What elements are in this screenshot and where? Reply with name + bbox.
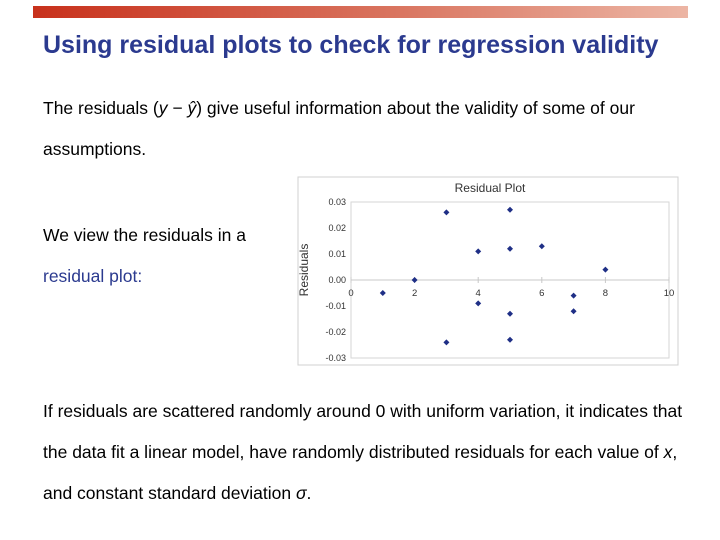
intro-paragraph: The residuals (y − ŷ) give useful inform… [43, 88, 683, 170]
intro-text-b: ) give useful information about the vali… [43, 98, 635, 159]
accent-bar [33, 6, 688, 18]
y-symbol: y [158, 98, 168, 118]
y-tick-label: -0.02 [325, 327, 346, 337]
conclusion-text-c: . [306, 483, 312, 503]
data-point [570, 308, 577, 315]
data-point [379, 290, 386, 296]
intro-text-a: The residuals ( [43, 98, 159, 118]
data-point [443, 339, 450, 346]
y-tick-label: 0.02 [328, 223, 346, 233]
y-hat-symbol: ŷ [187, 98, 197, 118]
residual-plot-intro-text: We view the residuals in a [43, 225, 246, 245]
chart-frame [297, 176, 679, 366]
y-tick-label: -0.01 [325, 301, 346, 311]
conclusion-paragraph: If residuals are scattered randomly arou… [43, 391, 693, 514]
y-tick-label: 0.01 [328, 249, 346, 259]
residual-plot-term: residual plot: [43, 266, 143, 286]
y-tick-label: -0.03 [325, 353, 346, 363]
slide-title: Using residual plots to check for regres… [43, 31, 659, 59]
data-point [507, 206, 513, 213]
x-tick-label: 8 [603, 288, 608, 299]
x-tick-label: 2 [412, 288, 417, 299]
x-tick-label: 0 [348, 288, 353, 299]
y-tick-label: 0.00 [328, 275, 346, 285]
y-axis-label: Residuals [297, 244, 311, 297]
data-point [538, 243, 545, 250]
data-point [507, 310, 513, 317]
x-tick-label: 6 [539, 288, 544, 299]
sigma-symbol: σ [295, 483, 307, 503]
x-symbol: x [663, 442, 673, 462]
data-point [507, 245, 513, 252]
conclusion-text-b: , and constant standard deviation [43, 442, 678, 503]
data-point [507, 336, 513, 343]
data-point [602, 266, 609, 273]
data-point [411, 277, 418, 283]
data-point [443, 209, 450, 216]
chart-title: Residual Plot [455, 181, 526, 195]
data-point [475, 248, 482, 255]
residual-plot-chart: Residual Plot Residuals 0.03 0.02 0.01 0.00 -0… [297, 176, 679, 366]
conclusion-text-a: If residuals are scattered randomly arou… [43, 401, 683, 462]
minus-sign: − [167, 98, 188, 118]
x-tick-label: 10 [664, 288, 675, 299]
y-tick-label: 0.03 [328, 197, 346, 207]
data-point [475, 300, 482, 307]
x-tick-label: 4 [476, 288, 481, 299]
residual-plot-intro: We view the residuals in a residual plot… [43, 215, 283, 297]
data-point [570, 292, 577, 299]
